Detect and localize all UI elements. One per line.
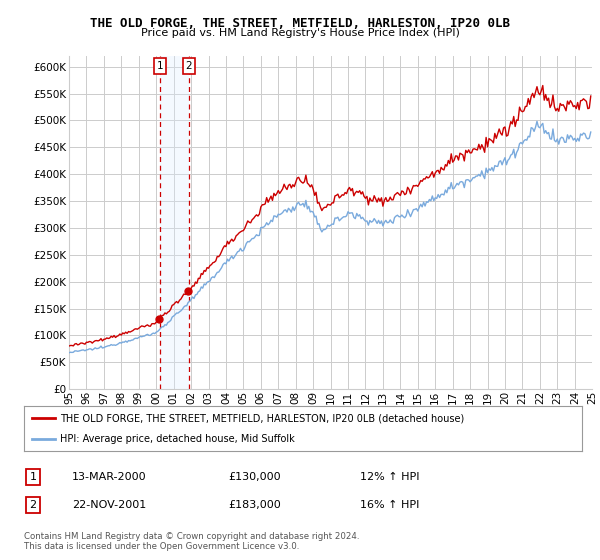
Text: 13-MAR-2000: 13-MAR-2000 (72, 472, 146, 482)
Text: 2: 2 (29, 500, 37, 510)
Text: £183,000: £183,000 (228, 500, 281, 510)
Bar (160, 56, 189, 389)
Text: 2: 2 (185, 61, 192, 71)
Text: 1: 1 (29, 472, 37, 482)
Text: HPI: Average price, detached house, Mid Suffolk: HPI: Average price, detached house, Mid … (60, 433, 295, 444)
Text: 1: 1 (157, 61, 163, 71)
Text: 22-NOV-2001: 22-NOV-2001 (72, 500, 146, 510)
Text: Price paid vs. HM Land Registry's House Price Index (HPI): Price paid vs. HM Land Registry's House … (140, 28, 460, 38)
Text: 12% ↑ HPI: 12% ↑ HPI (360, 472, 419, 482)
Text: Contains HM Land Registry data © Crown copyright and database right 2024.
This d: Contains HM Land Registry data © Crown c… (24, 532, 359, 552)
Text: THE OLD FORGE, THE STREET, METFIELD, HARLESTON, IP20 0LB (detached house): THE OLD FORGE, THE STREET, METFIELD, HAR… (60, 413, 464, 423)
Text: THE OLD FORGE, THE STREET, METFIELD, HARLESTON, IP20 0LB: THE OLD FORGE, THE STREET, METFIELD, HAR… (90, 17, 510, 30)
Text: 16% ↑ HPI: 16% ↑ HPI (360, 500, 419, 510)
Text: £130,000: £130,000 (228, 472, 281, 482)
